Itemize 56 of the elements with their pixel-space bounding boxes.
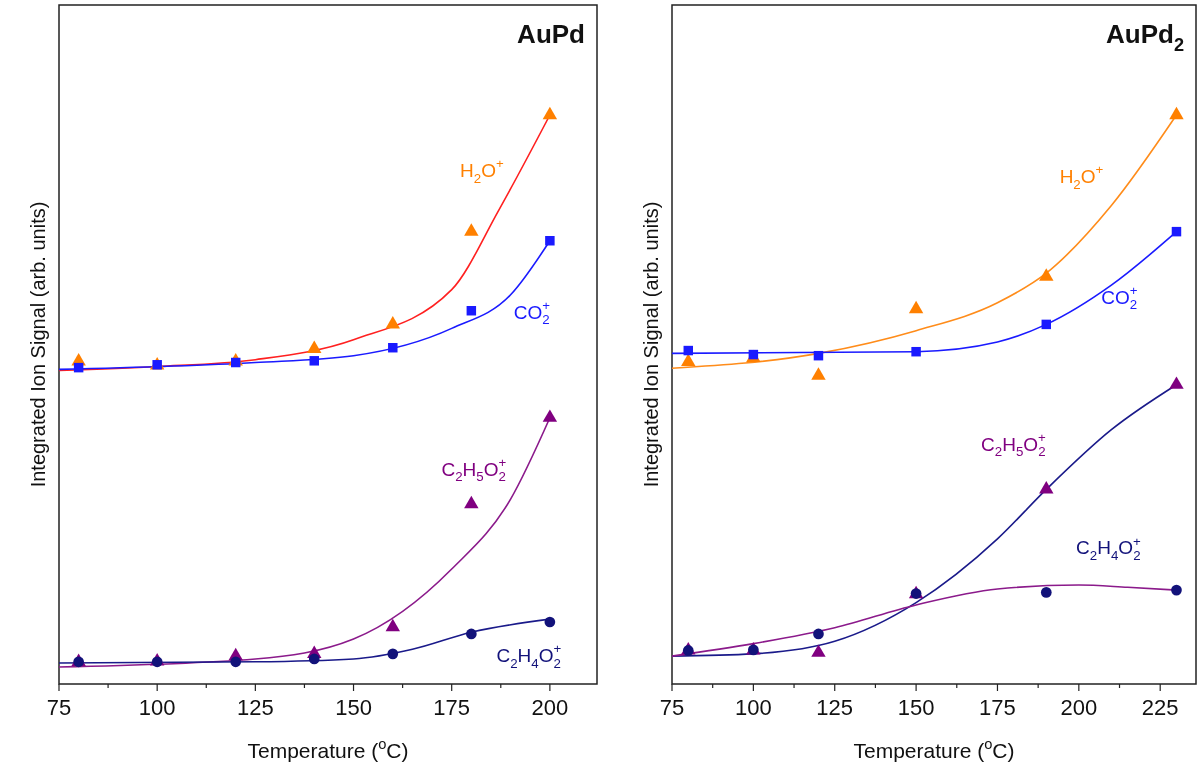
x-tick-label: 200 — [1060, 695, 1098, 720]
point — [466, 305, 477, 316]
point — [73, 362, 84, 373]
point — [1169, 376, 1184, 389]
point — [1169, 106, 1184, 120]
point — [813, 350, 824, 361]
x-tick-label: 200 — [531, 695, 569, 720]
point — [309, 356, 319, 366]
point — [811, 367, 826, 380]
point — [1041, 319, 1052, 330]
point — [385, 618, 400, 632]
point — [307, 340, 322, 354]
point — [681, 353, 696, 367]
point — [1171, 584, 1182, 596]
text: H$_{2}$O$^{+}$ — [1059, 162, 1104, 192]
x-tick-label: 75 — [46, 695, 72, 720]
point — [388, 342, 398, 353]
point — [1039, 268, 1054, 281]
point — [385, 316, 400, 329]
point — [1171, 226, 1182, 237]
point — [230, 656, 242, 668]
point — [1040, 587, 1052, 598]
point — [1039, 481, 1054, 494]
x-tick-label: 100 — [735, 695, 772, 720]
x-tick-label: 175 — [433, 695, 471, 720]
x-tick-label: 100 — [138, 695, 176, 720]
point — [911, 346, 921, 357]
x-axis-title: Temperature ($^{o}$C) — [853, 735, 1015, 762]
x-tick-label: 125 — [816, 695, 854, 720]
x-tick-label: 125 — [236, 695, 274, 720]
point — [464, 495, 479, 509]
point — [908, 300, 924, 314]
x-tick-label: 175 — [979, 695, 1016, 720]
point — [542, 106, 558, 120]
point — [811, 644, 826, 657]
point — [465, 628, 477, 640]
point — [464, 223, 479, 236]
point — [813, 628, 824, 640]
x-tick-label: 75 — [659, 695, 685, 720]
x-axis-title: Temperature ($^{o}$C) — [247, 735, 409, 762]
x-tick-label: 225 — [1141, 695, 1179, 720]
point — [542, 409, 558, 422]
point — [544, 616, 556, 628]
x-tick-label: 150 — [335, 695, 372, 720]
point — [387, 648, 399, 660]
chart-title: AuPd$_{2}$ — [1105, 19, 1184, 55]
point — [683, 345, 694, 356]
text: H$_{2}$O$^{+}$ — [460, 156, 504, 186]
point — [308, 653, 320, 665]
chart-title: AuPd — [517, 19, 585, 49]
point — [230, 357, 241, 368]
y-axis-title: Integrated Ion Signal (arb. units) — [640, 201, 662, 488]
x-tick-label: 150 — [897, 695, 935, 720]
point — [545, 236, 555, 246]
point — [151, 656, 163, 668]
y-axis-title: Integrated Ion Signal (arb. units) — [27, 201, 49, 488]
